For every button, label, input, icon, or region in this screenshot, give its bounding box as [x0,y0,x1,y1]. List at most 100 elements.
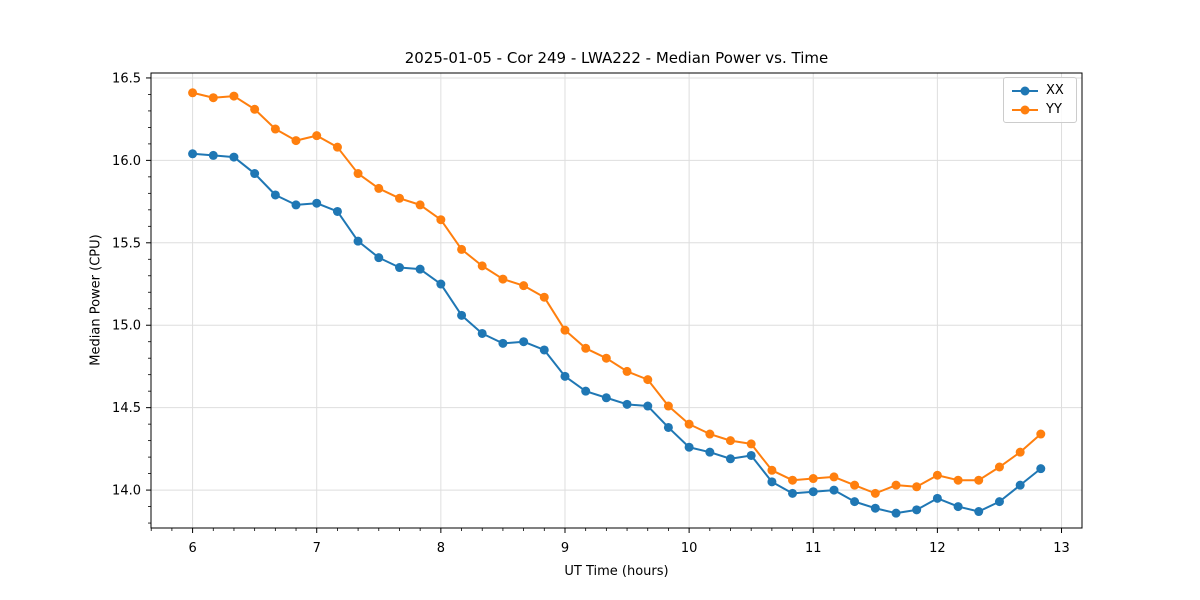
data-point-yy [229,91,239,101]
legend-item-xx: XX [1004,81,1076,100]
data-point-yy [498,274,508,284]
data-point-yy [684,419,694,429]
data-point-yy [850,480,860,490]
data-point-yy [912,482,922,492]
data-point-xx [622,399,632,409]
data-point-xx [291,200,301,210]
data-point-yy [746,439,756,449]
data-point-xx [436,279,446,289]
x-tick-label: 6 [188,541,196,556]
data-point-yy [208,93,218,103]
data-point-yy [1036,429,1046,439]
data-point-xx [705,447,715,457]
data-point-yy [250,104,260,114]
data-point-xx [891,508,901,518]
y-tick-label: 15.5 [112,236,141,251]
y-tick-label: 15.0 [112,319,141,334]
y-tick-labels: 14.0 14.5 15.0 15.5 16.0 16.5 [112,71,151,499]
legend: XX YY [1003,77,1077,123]
data-point-yy [643,375,653,385]
legend-label-xx: XX [1046,83,1064,98]
data-point-yy [870,488,880,498]
minor-ticks [148,94,1042,531]
y-axis-label: Median Power (CPU) [88,234,104,366]
data-point-yy [560,325,570,335]
data-point-yy [581,343,591,353]
data-point-yy [994,462,1004,472]
data-point-xx [643,401,653,411]
data-point-xx [519,337,529,347]
data-point-xx [974,507,984,517]
y-tick-label: 16.5 [112,71,141,86]
data-point-xx [229,152,239,162]
legend-marker-yy-icon [1012,105,1038,114]
data-point-xx [312,198,322,208]
data-point-xx [560,371,570,381]
series-line-yy [192,91,1042,495]
data-point-yy [312,131,322,141]
x-tick-label: 9 [561,541,569,556]
y-tick-label: 16.0 [112,154,141,169]
data-point-xx [808,487,818,497]
data-point-xx [767,477,777,487]
chart-title: 2025-01-05 - Cor 249 - LWA222 - Median P… [404,49,829,67]
data-point-xx [953,502,963,512]
x-tick-label: 12 [929,541,946,556]
data-point-xx [498,338,508,348]
data-point-xx [374,253,384,263]
data-point-xx [932,493,942,503]
y-tick-label: 14.0 [112,484,141,499]
legend-marker-xx-icon [1012,86,1038,95]
data-point-xx [725,454,735,464]
plot-frame [150,72,1083,529]
data-point-xx [208,150,218,160]
data-point-xx [850,497,860,507]
series-xx [188,149,1046,518]
data-point-xx [353,236,363,246]
data-point-yy [808,474,818,484]
data-point-yy [477,261,487,271]
data-point-yy [1015,447,1025,457]
data-point-xx [912,505,922,515]
data-point-yy [415,200,425,210]
x-axis-label: UT Time (hours) [564,564,669,579]
data-point-yy [891,480,901,490]
data-point-xx [457,310,467,320]
data-point-yy [601,353,611,363]
data-point-xx [788,488,798,498]
data-point-yy [974,475,984,485]
x-tick-labels: 6 7 8 9 10 11 12 13 [188,528,1070,556]
data-point-yy [788,475,798,485]
data-point-xx [250,169,260,179]
data-point-xx [188,149,198,159]
data-point-yy [291,136,301,146]
data-point-xx [270,190,280,200]
legend-label-yy: YY [1046,102,1062,117]
data-point-xx [601,393,611,403]
data-point-xx [746,450,756,460]
data-point-yy [270,124,280,134]
data-point-yy [829,472,839,482]
data-point-xx [829,485,839,495]
data-point-yy [767,465,777,475]
data-point-yy [436,215,446,225]
series-line-xx [192,152,1042,515]
data-point-xx [539,345,549,355]
x-tick-label: 11 [805,541,822,556]
data-point-xx [1015,480,1025,490]
data-point-yy [353,169,363,179]
data-point-xx [684,442,694,452]
data-point-yy [705,429,715,439]
data-point-xx [1036,464,1046,474]
data-point-xx [415,264,425,274]
legend-item-yy: YY [1004,100,1076,119]
data-point-yy [663,401,673,411]
y-tick-label: 14.5 [112,401,141,416]
data-point-yy [395,193,405,203]
data-point-yy [953,475,963,485]
x-tick-label: 8 [437,541,445,556]
data-point-xx [477,328,487,338]
data-point-xx [332,206,342,216]
